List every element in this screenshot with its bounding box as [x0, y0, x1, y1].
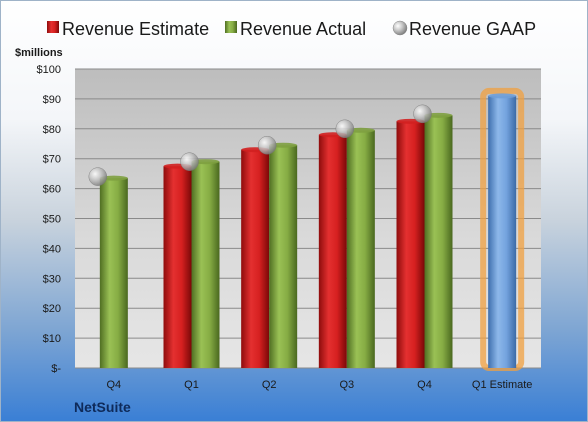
bar-revenue-actual — [346, 130, 375, 368]
bar-revenue-actual — [424, 115, 453, 368]
marker-revenue-gaap — [180, 152, 199, 171]
y-tick-label: $80 — [43, 124, 61, 136]
bar-revenue-actual — [269, 145, 298, 368]
bar-revenue-estimate — [241, 149, 270, 368]
marker-revenue-gaap — [335, 119, 355, 139]
y-tick-label: $70 — [43, 154, 61, 166]
marker-revenue-gaap — [88, 167, 108, 186]
bar-revenue-estimate — [163, 166, 192, 368]
bar-forecast — [488, 95, 517, 368]
legend-swatch — [225, 21, 237, 33]
x-tick-label: Q3 — [339, 379, 354, 391]
y-tick-label: $20 — [43, 303, 61, 315]
bar-revenue-actual — [99, 178, 128, 368]
y-tick-label: $30 — [43, 273, 61, 285]
y-tick-label: $- — [51, 363, 61, 375]
x-tick-label: Q4 — [106, 379, 121, 391]
y-tick-label: $50 — [43, 214, 61, 226]
x-tick-label: Q4 — [417, 379, 432, 391]
y-tick-label: $40 — [43, 243, 61, 255]
bar-revenue-estimate — [318, 134, 347, 368]
y-tick-label: $60 — [43, 184, 61, 196]
x-tick-label: Q2 — [262, 379, 277, 391]
legend-swatch — [392, 20, 408, 36]
marker-revenue-gaap — [257, 135, 277, 155]
legend-label: Revenue Actual — [240, 19, 366, 39]
x-tick-label: Q1 Estimate — [472, 379, 533, 391]
y-tick-label: $100 — [37, 64, 61, 76]
y-tick-label: $90 — [43, 94, 61, 106]
bar-revenue-actual — [191, 161, 220, 368]
bar-forecast-cap — [488, 93, 517, 99]
x-tick-label: Q1 — [184, 379, 199, 391]
bar-revenue-estimate — [396, 121, 425, 368]
marker-revenue-gaap — [413, 104, 432, 124]
y-tick-label: $10 — [43, 333, 61, 345]
brand-label: NetSuite — [74, 399, 131, 415]
legend-swatch — [47, 21, 59, 33]
legend-label: Revenue GAAP — [409, 19, 536, 39]
legend-label: Revenue Estimate — [62, 19, 209, 39]
y-axis-label: $millions — [15, 47, 63, 59]
